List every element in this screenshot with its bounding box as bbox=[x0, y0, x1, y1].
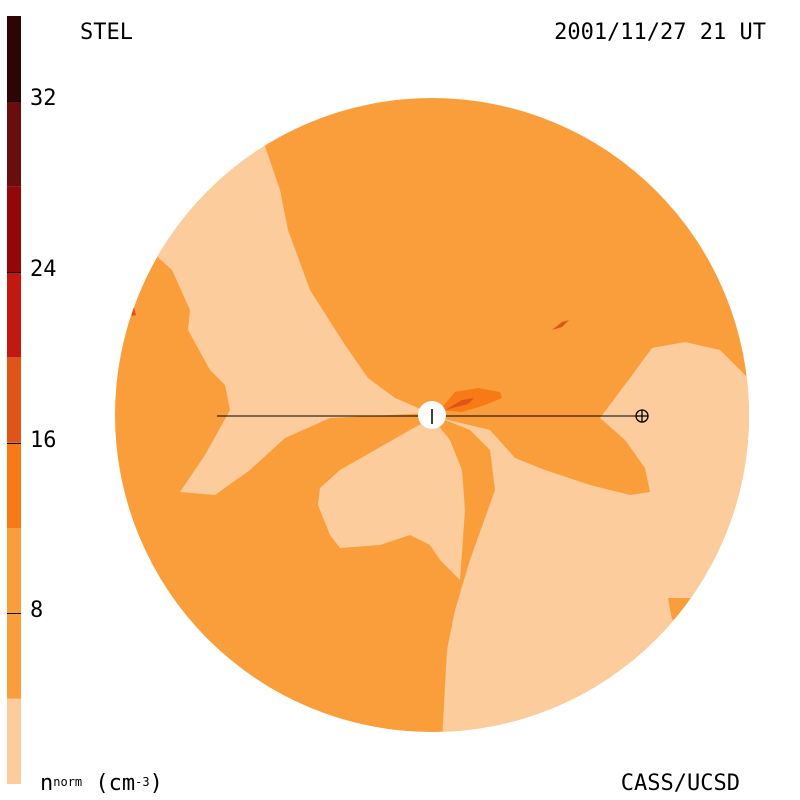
enhancement-core bbox=[445, 398, 474, 410]
colorbar-band bbox=[7, 101, 21, 187]
notch-right bbox=[668, 598, 692, 620]
colorbar-band bbox=[7, 357, 21, 443]
earth-icon bbox=[635, 409, 649, 423]
colorbar-band bbox=[7, 442, 21, 528]
colorbar-label: nnorm (cm-3) bbox=[40, 771, 163, 796]
colorbar-band bbox=[7, 272, 21, 358]
colorbar-tick-mark bbox=[7, 101, 21, 103]
colorbar-tick-label: 24 bbox=[30, 257, 57, 282]
colorbar-band bbox=[7, 186, 21, 272]
colorbar bbox=[7, 16, 21, 784]
timestamp: 2001/11/27 21 UT bbox=[554, 20, 766, 45]
small-feature-upper-right bbox=[552, 320, 569, 330]
low-density-region-center bbox=[318, 418, 465, 580]
colorbar-tick-mark bbox=[7, 442, 21, 444]
colorbar-tick-mark bbox=[7, 613, 21, 615]
colorbar-band bbox=[7, 698, 21, 784]
colorbar-tick-label: 32 bbox=[30, 86, 57, 112]
colorbar-band bbox=[7, 16, 21, 102]
colorbar-tick-mark bbox=[7, 272, 21, 273]
credit: CASS/UCSD bbox=[620, 771, 740, 796]
model-title: STEL bbox=[80, 20, 133, 45]
colorbar-tick-label: 8 bbox=[30, 598, 44, 624]
colorbar-tick-label: 16 bbox=[30, 427, 57, 453]
